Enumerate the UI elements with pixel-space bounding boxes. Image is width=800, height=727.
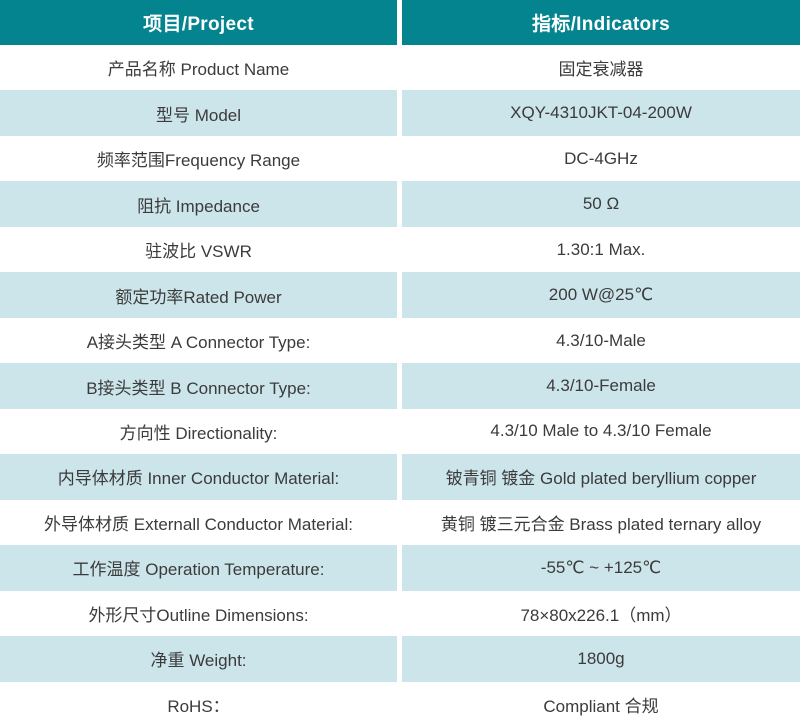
table-row: 产品名称 Product Name 固定衰减器: [0, 45, 800, 91]
indicator-cell: 1.30:1 Max.: [397, 226, 800, 273]
table-row: 额定功率Rated Power 200 W@25℃: [0, 272, 800, 318]
table-row: A接头类型 A Connector Type: 4.3/10-Male: [0, 317, 800, 364]
table-row: B接头类型 B Connector Type: 4.3/10-Female: [0, 363, 800, 409]
project-cell: RoHS：: [167, 696, 230, 716]
table-row: 型号 Model XQY-4310JKT-04-200W: [0, 90, 800, 136]
table-row: 频率范围Frequency Range DC-4GHz: [0, 135, 800, 182]
table-row: 外形尺寸Outline Dimensions: 78×80x226.1（mm）: [0, 590, 800, 637]
indicator-cell: 78×80x226.1（mm）: [397, 590, 800, 637]
table-row: 外导体材质 Externall Conductor Material: 黄铜 镀…: [0, 499, 800, 546]
project-cell: 外形尺寸Outline Dimensions:: [88, 605, 309, 625]
project-column-header: 项目/Project: [143, 14, 254, 35]
table-row: 净重 Weight: 1800g: [0, 636, 800, 682]
indicator-cell: 50 Ω: [397, 181, 800, 227]
table-row: 驻波比 VSWR 1.30:1 Max.: [0, 226, 800, 273]
table-row: 阻抗 Impedance 50 Ω: [0, 181, 800, 227]
project-cell: 驻波比 VSWR: [145, 242, 252, 262]
table-row: 内导体材质 Inner Conductor Material: 铍青铜 镀金 G…: [0, 454, 800, 500]
project-cell: 型号 Model: [155, 105, 242, 125]
project-cell: 净重 Weight:: [150, 651, 247, 671]
project-cell: 工作温度 Operation Temperature:: [72, 560, 325, 580]
indicators-column-header: 指标/Indicators: [397, 0, 800, 45]
indicator-cell: 4.3/10-Male: [397, 317, 800, 364]
indicator-cell: 固定衰减器: [397, 45, 800, 91]
table-header-row: 项目/Project 指标/Indicators: [0, 0, 800, 45]
project-cell: 阻抗 Impedance: [137, 196, 260, 216]
table-row: 方向性 Directionality: 4.3/10 Male to 4.3/1…: [0, 408, 800, 455]
indicator-cell: 黄铜 镀三元合金 Brass plated ternary alloy: [397, 499, 800, 546]
project-cell: 外导体材质 Externall Conductor Material:: [44, 514, 353, 534]
indicator-cell: XQY-4310JKT-04-200W: [397, 90, 800, 136]
indicator-cell: 1800g: [397, 636, 800, 682]
project-cell: 内导体材质 Inner Conductor Material:: [57, 469, 340, 489]
indicator-cell: Compliant 合规: [397, 681, 800, 727]
indicator-cell: 200 W@25℃: [397, 272, 800, 318]
project-cell: B接头类型 B Connector Type:: [86, 378, 311, 398]
indicator-cell: 4.3/10-Female: [397, 363, 800, 409]
project-cell: 频率范围Frequency Range: [96, 151, 301, 171]
table-body: 产品名称 Product Name 固定衰减器 型号 Model XQY-431…: [0, 45, 800, 727]
table-row: RoHS： Compliant 合规: [0, 681, 800, 727]
indicator-cell: DC-4GHz: [397, 135, 800, 182]
indicator-cell: 4.3/10 Male to 4.3/10 Female: [397, 408, 800, 455]
project-cell: 产品名称 Product Name: [107, 60, 290, 80]
project-cell: A接头类型 A Connector Type:: [86, 333, 311, 353]
table-row: 工作温度 Operation Temperature: -55℃ ~ +125℃: [0, 545, 800, 591]
project-cell: 额定功率Rated Power: [115, 287, 282, 307]
indicator-cell: 铍青铜 镀金 Gold plated beryllium copper: [397, 454, 800, 500]
project-cell: 方向性 Directionality:: [119, 423, 278, 443]
indicator-cell: -55℃ ~ +125℃: [397, 545, 800, 591]
